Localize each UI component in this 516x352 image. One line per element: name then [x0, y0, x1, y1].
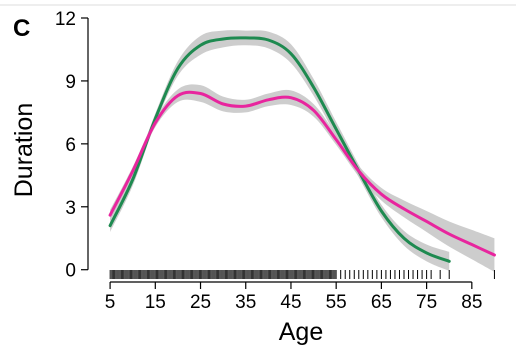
fit-line-2: [108, 90, 496, 257]
y-tick-label: 12: [55, 9, 76, 30]
panel-label: C: [13, 15, 30, 42]
x-tick-label: 25: [190, 292, 211, 313]
x-tick-label: 75: [416, 292, 437, 313]
x-tick-label: 35: [235, 292, 256, 313]
x-tick-label: 55: [326, 292, 347, 313]
y-tick-label: 6: [65, 135, 76, 156]
x-axis-title: Age: [279, 318, 323, 346]
x-tick-label: 5: [105, 292, 116, 313]
y-tick-label: 9: [65, 72, 76, 93]
x-tick-label: 15: [145, 292, 166, 313]
x-axis: 5 15 25 35 45 55 65 75 85: [105, 281, 482, 313]
x-tick-label: 85: [461, 292, 482, 313]
y-axis: 0 3 6 9 12: [55, 9, 89, 282]
x-tick-label: 65: [371, 292, 392, 313]
y-axis-title: Duration: [10, 103, 38, 198]
x-tick-label: 45: [280, 292, 301, 313]
lines-layer: [108, 36, 496, 263]
confidence-band-2: [110, 84, 495, 272]
fit-line-1: [108, 36, 451, 263]
y-tick-label: 3: [65, 198, 76, 219]
y-tick-label: 0: [65, 261, 76, 282]
rug-layer: [109, 270, 495, 279]
